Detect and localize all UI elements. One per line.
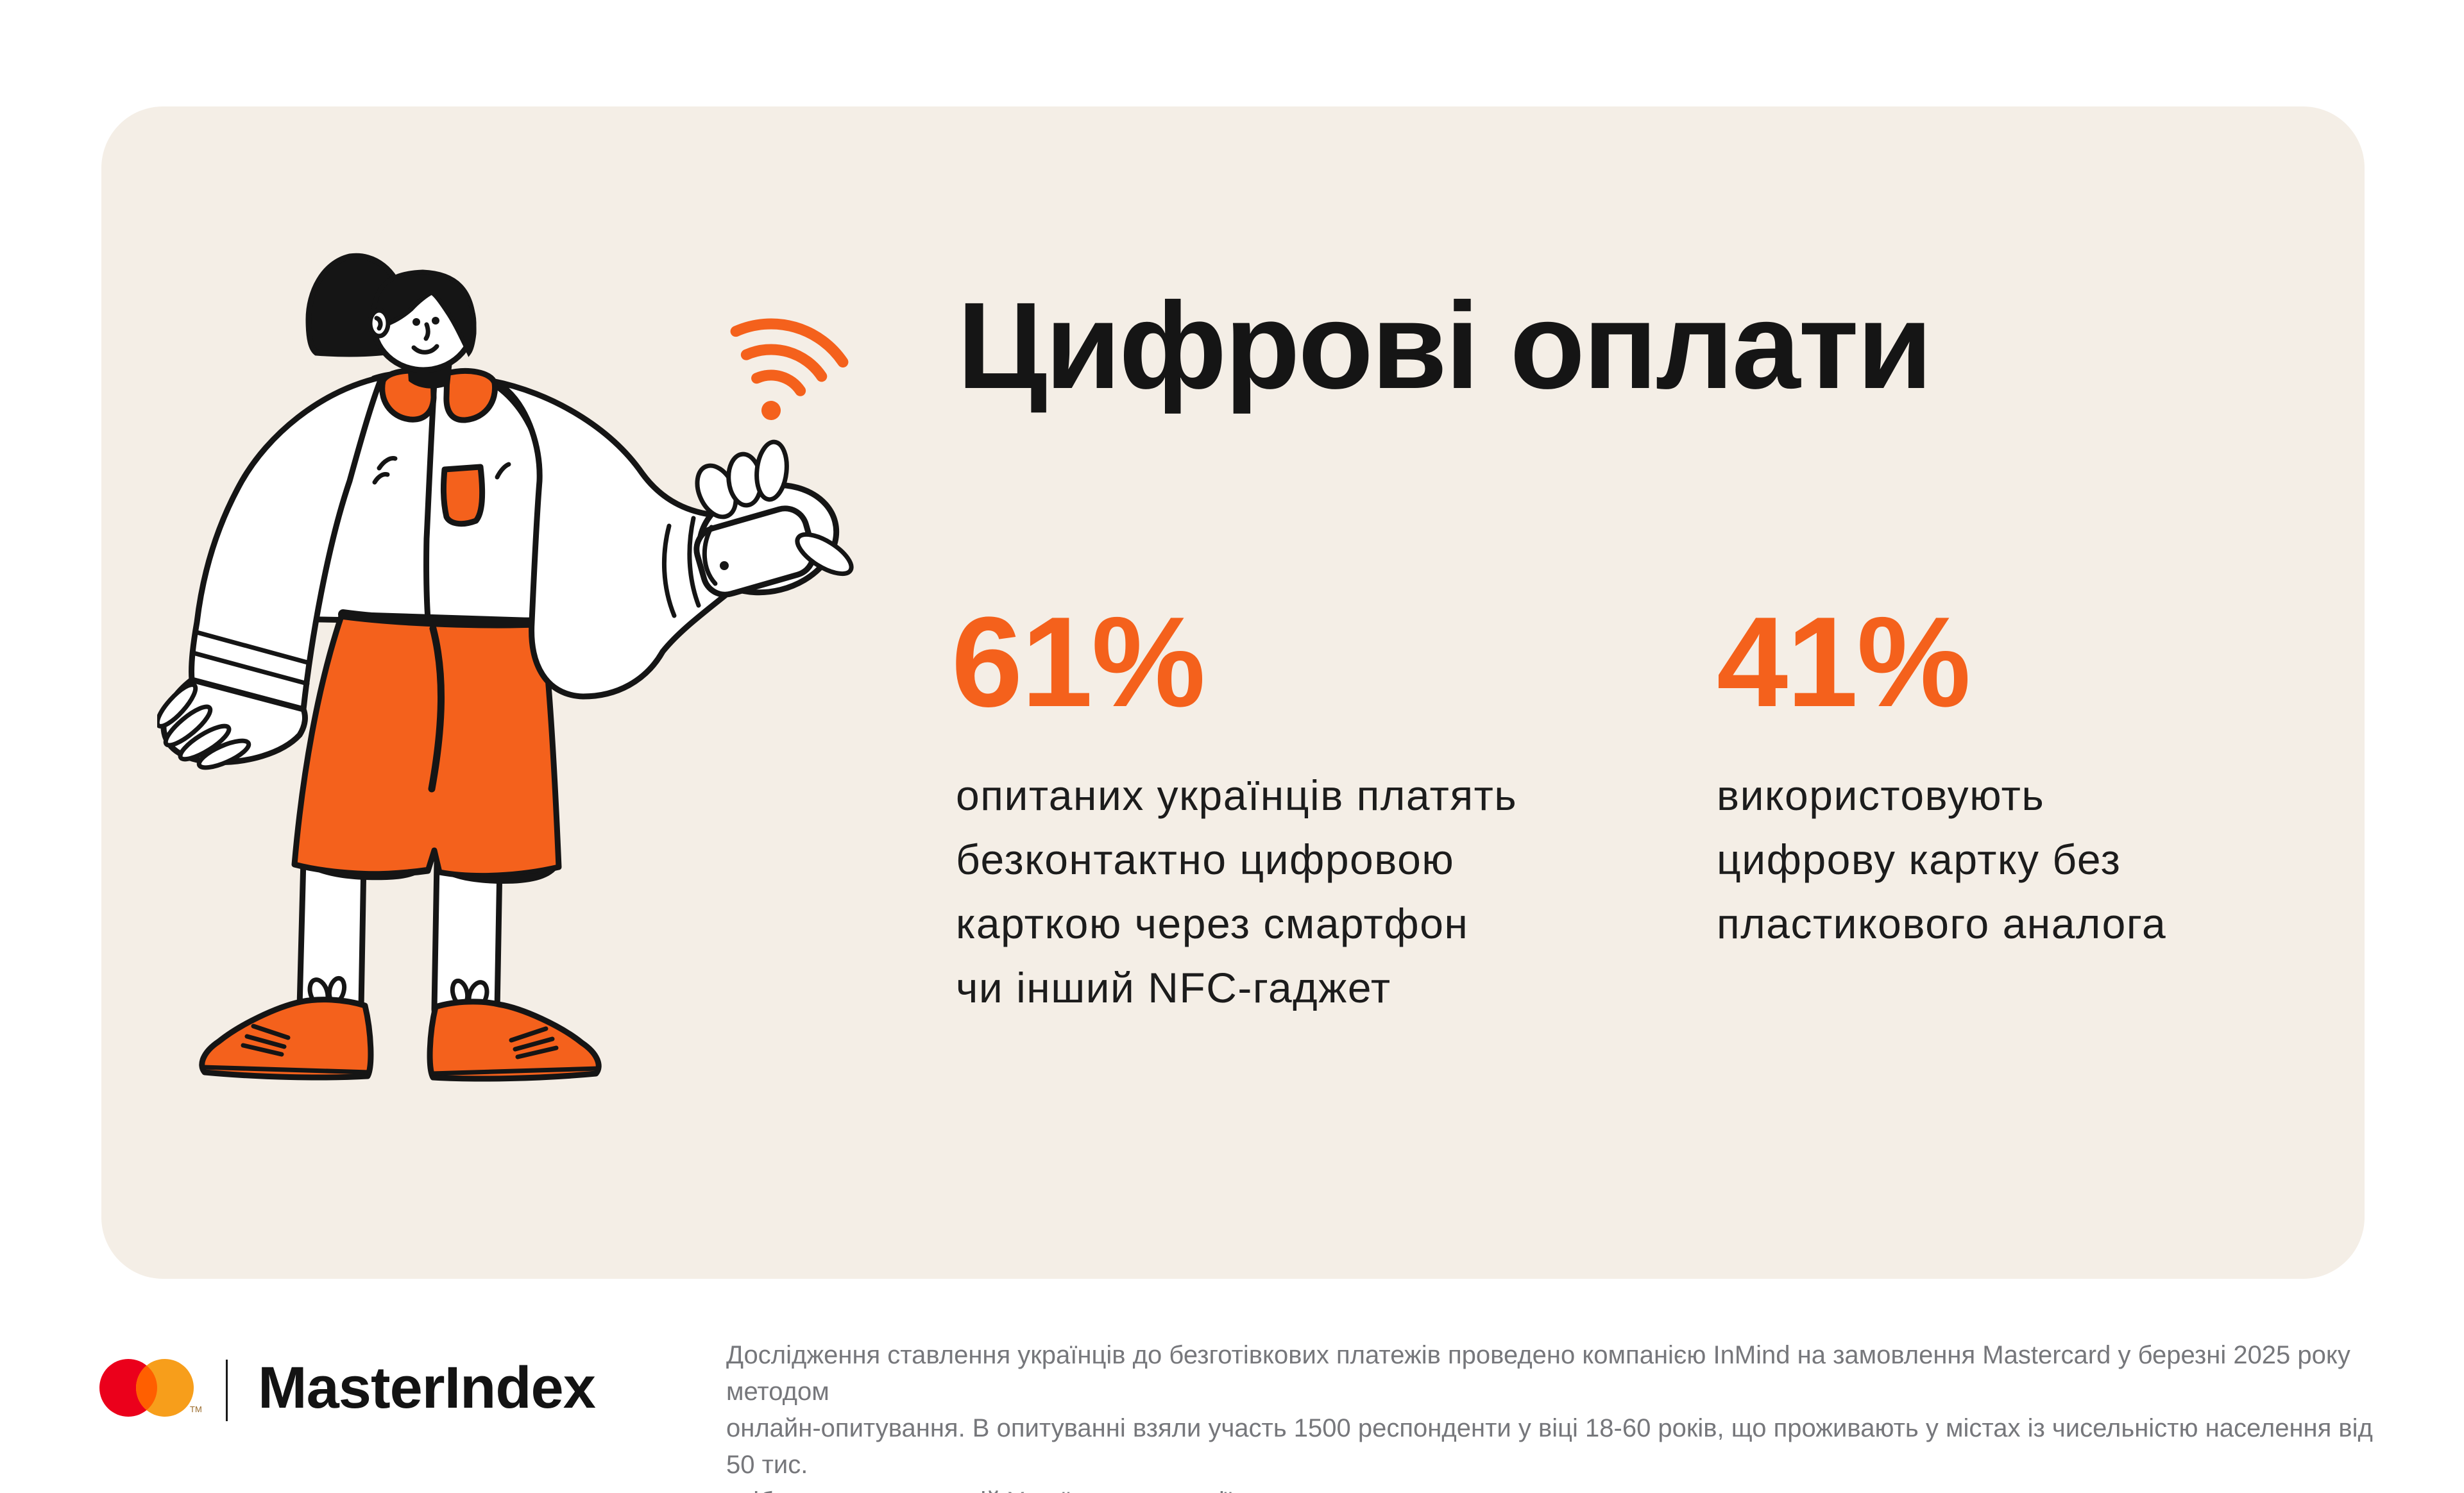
signal-arc-3 [730, 318, 849, 368]
right-shoe [427, 978, 602, 1082]
woman-holding-phone-illustration [157, 253, 854, 1082]
orange-culottes [291, 611, 562, 879]
shirt-fold-tick [495, 462, 511, 480]
left-hand-finger [178, 723, 232, 762]
trademark-symbol: TM [190, 1404, 202, 1414]
chest-pocket [440, 464, 486, 527]
ear-inner-line [374, 316, 383, 331]
signal-arc-1 [751, 369, 806, 396]
left-hand-finger [163, 704, 213, 748]
left-hand-finger [157, 682, 198, 729]
left-hem-shadow [305, 865, 427, 881]
mastercard-logo: TM [99, 1359, 202, 1417]
smile [411, 344, 439, 355]
stat-description-digital-contactless: опитаних українців платять безконтактно … [956, 772, 1518, 1011]
left-shoe-laces [241, 1024, 291, 1057]
right-eye [432, 317, 439, 325]
nose-line [423, 322, 430, 341]
right-hem-shadow [443, 868, 557, 884]
left-eye [412, 318, 420, 326]
stat-value-digital-contactless: 61% [951, 591, 1205, 734]
right-sleeve [489, 378, 729, 700]
shirt-fold-tick [377, 456, 398, 471]
thumb [795, 532, 854, 577]
left-hand-finger [196, 738, 251, 770]
right-shoe-laces [509, 1026, 559, 1059]
waistband [338, 609, 547, 628]
left-shoe [199, 975, 374, 1081]
signal-dot [761, 401, 781, 420]
phone-camera-dot [720, 561, 729, 570]
shirt-fold-tick [372, 472, 390, 485]
left-sleeve [188, 374, 385, 713]
right-hand-finger [754, 439, 789, 502]
footer-divider [226, 1360, 228, 1421]
shirt-placket-line [423, 379, 438, 623]
stat-description-digital-card-only: використовують цифрову картку без пласти… [1717, 772, 2167, 947]
page-title: Цифрові оплати [957, 276, 1933, 414]
right-cuff-stripe [661, 523, 677, 618]
left-cuff-stripe [191, 650, 310, 686]
right-cuff-stripe [687, 516, 701, 608]
research-disclaimer: Дослідження ставлення українців до безго… [726, 1341, 2373, 1493]
contactless-signal-icon [730, 318, 849, 420]
left-cuff-stripe [194, 630, 312, 666]
phone-flap-line [702, 525, 718, 586]
hand-holding-phone [693, 439, 854, 598]
mastercard-overlap-lens [136, 1365, 157, 1410]
collar-right-lobe [443, 368, 498, 423]
stat-value-digital-card-only: 41% [1717, 591, 1971, 734]
culottes-crease [428, 625, 445, 793]
brand-wordmark: MasterIndex [258, 1355, 596, 1421]
signal-arc-2 [740, 344, 828, 382]
hair-cap [371, 269, 477, 357]
